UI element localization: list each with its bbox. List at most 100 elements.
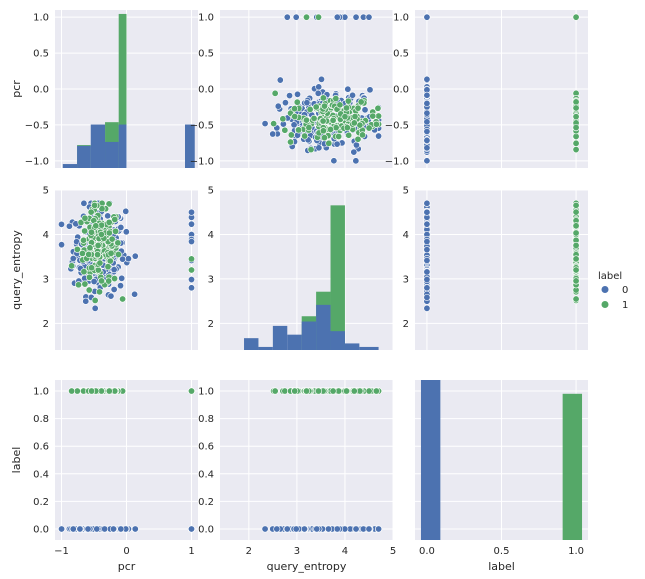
histogram-bars xyxy=(420,380,583,540)
legend-label-1: 1 xyxy=(622,300,628,311)
scatter-point-label-1 xyxy=(374,104,382,112)
scatter-point-label-1 xyxy=(279,115,287,123)
scatter-point-label-1 xyxy=(105,229,113,237)
scatter-points xyxy=(57,387,196,533)
scatter-point-label-0 xyxy=(423,109,431,117)
scatter-point-label-1 xyxy=(315,13,323,21)
scatter-point-label-0 xyxy=(423,128,431,136)
scatter-point-label-1 xyxy=(354,135,362,143)
scatter-point-label-0 xyxy=(324,525,332,533)
scatter-point-label-0 xyxy=(261,120,269,128)
scatter-points xyxy=(423,199,580,312)
scatter-point-label-1 xyxy=(350,119,358,127)
scatter-point-label-0 xyxy=(423,91,431,99)
scatter-points xyxy=(57,199,196,312)
y-tick-label: 3 xyxy=(403,274,409,285)
scatter-point-label-1 xyxy=(98,205,106,213)
scatter-point-label-0 xyxy=(188,276,196,284)
scatter-point-label-1 xyxy=(105,387,113,395)
scatter-point-label-0 xyxy=(91,304,99,312)
scatter-point-label-1 xyxy=(80,236,88,244)
scatter-point-label-1 xyxy=(105,218,113,226)
scatter-point-label-1 xyxy=(572,277,580,285)
scatter-point-label-1 xyxy=(343,124,351,132)
scatter-point-label-0 xyxy=(423,136,431,144)
scatter-point-label-0 xyxy=(117,223,125,231)
y-tick-label: 0.6 xyxy=(33,442,49,453)
y-tick-label: 2 xyxy=(403,319,409,330)
panel-label-vs-pcr: −1 0 1 0.0 0.2 0.4 0.6 0.8 1.0 pcr label xyxy=(10,380,198,573)
legend-title: label xyxy=(598,271,622,282)
scatter-point-label-0 xyxy=(315,83,323,91)
scatter-point-label-1 xyxy=(315,387,323,395)
scatter-point-label-0 xyxy=(303,99,311,107)
scatter-point-label-0 xyxy=(84,525,92,533)
scatter-point-label-1 xyxy=(572,104,580,112)
y-tick-label: 1.0 xyxy=(33,13,49,24)
scatter-point-label-1 xyxy=(96,288,104,296)
scatter-point-label-0 xyxy=(314,89,322,97)
scatter-point-label-0 xyxy=(423,276,431,284)
hist-bar-label-0 xyxy=(77,145,91,168)
scatter-point-label-1 xyxy=(188,266,196,274)
scatter-point-label-1 xyxy=(85,286,93,294)
legend-marker-0 xyxy=(601,286,609,293)
scatter-point-label-1 xyxy=(365,124,373,132)
scatter-point-label-1 xyxy=(96,259,104,267)
scatter-point-label-1 xyxy=(345,131,353,139)
scatter-point-label-1 xyxy=(319,117,327,125)
scatter-point-label-1 xyxy=(98,277,106,285)
scatter-point-label-0 xyxy=(131,525,139,533)
scatter-point-label-1 xyxy=(291,113,299,121)
scatter-point-label-0 xyxy=(423,144,431,152)
y-tick-label: 1.0 xyxy=(33,387,49,398)
scatter-point-label-0 xyxy=(313,525,321,533)
scatter-point-label-1 xyxy=(335,132,343,140)
scatter-point-label-0 xyxy=(292,13,300,21)
hist-bar-label-0 xyxy=(62,164,78,168)
scatter-point-label-0 xyxy=(110,266,118,274)
y-tick-label: 1.0 xyxy=(393,13,409,24)
scatter-point-label-0 xyxy=(110,285,118,293)
scatter-point-label-0 xyxy=(349,91,357,99)
y-tick-label: 0.0 xyxy=(198,85,214,96)
scatter-point-label-1 xyxy=(301,132,309,140)
scatter-point-label-1 xyxy=(359,131,367,139)
legend-marker-1 xyxy=(601,301,609,308)
scatter-point-label-0 xyxy=(273,525,281,533)
y-tick-label: 5 xyxy=(43,186,49,197)
scatter-point-label-0 xyxy=(292,525,300,533)
panel-query_entropy-vs-pcr: 2 3 4 5 query_entropy xyxy=(10,186,198,350)
y-tick-label: 5 xyxy=(208,186,214,197)
scatter-point-label-0 xyxy=(104,212,112,220)
scatter-point-label-0 xyxy=(352,525,360,533)
scatter-point-label-0 xyxy=(352,141,360,149)
scatter-point-label-1 xyxy=(91,201,99,209)
y-tick-label: 4 xyxy=(403,230,409,241)
scatter-point-label-1 xyxy=(114,250,122,258)
y-tick-label: −1.0 xyxy=(190,156,214,167)
scatter-point-label-1 xyxy=(105,277,113,285)
scatter-point-label-1 xyxy=(81,227,89,235)
scatter-point-label-0 xyxy=(365,525,373,533)
histogram-bars xyxy=(62,13,195,168)
y-tick-label: −1.0 xyxy=(385,156,409,167)
scatter-point-label-1 xyxy=(375,112,383,120)
scatter-point-label-1 xyxy=(291,387,299,395)
scatter-point-label-1 xyxy=(94,251,102,259)
hist-bar-label-0 xyxy=(330,331,345,350)
scatter-points xyxy=(261,387,383,533)
scatter-point-label-0 xyxy=(350,148,358,156)
scatter-point-label-0 xyxy=(423,293,431,301)
scatter-point-label-0 xyxy=(333,525,341,533)
y-tick-label: 0.0 xyxy=(33,524,49,535)
scatter-point-label-0 xyxy=(58,241,66,249)
scatter-point-label-0 xyxy=(117,525,125,533)
scatter-point-label-1 xyxy=(108,235,116,243)
y-tick-label: 2 xyxy=(208,319,214,330)
hist-bar-label-1 xyxy=(330,205,345,350)
x-tick-label: 1 xyxy=(188,546,194,557)
scatter-point-label-1 xyxy=(572,139,580,147)
hist-bar-label-0 xyxy=(118,124,127,168)
